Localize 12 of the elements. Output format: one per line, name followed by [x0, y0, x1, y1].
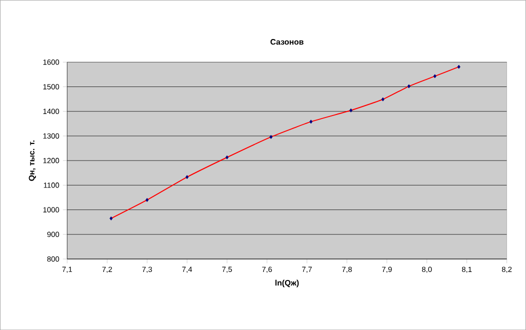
point	[110, 216, 113, 220]
point	[309, 120, 313, 124]
point	[186, 175, 189, 179]
point	[146, 198, 149, 202]
point	[433, 74, 436, 78]
line-series	[110, 66, 460, 219]
point	[457, 64, 460, 69]
point	[225, 155, 229, 160]
point	[269, 134, 273, 139]
point	[381, 97, 384, 102]
point	[349, 108, 352, 112]
point	[407, 84, 410, 88]
